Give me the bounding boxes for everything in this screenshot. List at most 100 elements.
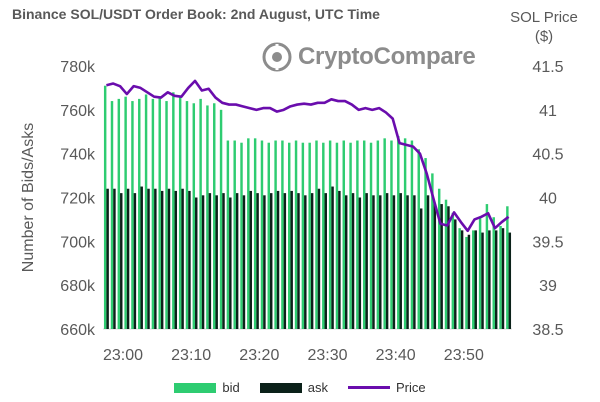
bid-bar <box>437 188 441 329</box>
legend-item-bid: bid <box>174 380 240 395</box>
bid-bar <box>103 85 107 329</box>
ask-bar <box>106 188 109 329</box>
bid-bar <box>144 94 148 330</box>
ask-bar <box>494 230 498 330</box>
ask-bar <box>481 232 484 329</box>
bid-bar <box>390 140 393 329</box>
price-line <box>106 79 510 233</box>
ask-bar <box>126 188 130 329</box>
ask-bar <box>160 190 164 329</box>
ask-bar <box>454 219 457 329</box>
bid-bar <box>165 101 168 329</box>
cryptocompare-logo-icon <box>262 42 292 72</box>
y-tick-label: 740k <box>60 147 96 164</box>
ask-bar <box>304 195 307 329</box>
ask-bar <box>447 206 450 329</box>
bid-bar <box>458 228 461 329</box>
bid-bar <box>376 140 380 329</box>
y-axis-title: Number of Bids/Asks <box>20 123 37 272</box>
bid-bar <box>226 140 230 329</box>
bid-bar <box>213 103 216 329</box>
bid-bar <box>397 136 400 329</box>
ask-bar <box>406 195 409 329</box>
ask-bar <box>488 230 491 330</box>
right-axis-title-line2: ($) <box>534 28 554 45</box>
bid-bar <box>301 142 305 329</box>
x-tick-label: 23:00 <box>103 347 143 364</box>
bid-bar <box>206 105 209 329</box>
bid-bar <box>383 138 386 329</box>
ask-bar <box>399 193 402 329</box>
legend-swatch-bid <box>174 382 217 393</box>
bid-bar <box>478 217 482 329</box>
ask-bar <box>140 186 143 329</box>
bid-bar <box>369 142 373 329</box>
ask-bar <box>113 188 116 329</box>
bid-bar <box>131 101 134 329</box>
ask-bar <box>181 188 184 329</box>
legend-swatch-price <box>347 386 390 389</box>
ask-bar <box>290 190 293 329</box>
legend-label-price: Price <box>395 380 426 395</box>
ask-bar <box>379 195 382 329</box>
bid-bar <box>117 98 121 330</box>
bid-bar <box>260 140 264 329</box>
bid-bar <box>322 142 325 329</box>
legend-swatch-ask <box>259 382 302 393</box>
ask-bar <box>310 193 314 329</box>
y2-tick-label: 38.5 <box>532 322 563 339</box>
y2-tick-label: 40.5 <box>532 147 563 164</box>
bid-bar <box>315 140 318 329</box>
y-tick-label: 780k <box>60 59 96 76</box>
bid-bar <box>288 142 291 329</box>
legend-label-bid: bid <box>222 380 240 395</box>
y2-tick-label: 39 <box>539 278 557 295</box>
y-tick-label: 680k <box>60 278 96 295</box>
legend-item-price: Price <box>347 380 426 395</box>
ask-bar <box>222 193 225 329</box>
ask-bar <box>276 190 280 329</box>
ask-bar <box>419 208 423 329</box>
ask-bar <box>188 190 191 329</box>
bid-bar <box>185 101 189 329</box>
x-tick-label: 23:20 <box>239 347 279 364</box>
bid-bar <box>335 142 339 329</box>
ask-bar <box>263 195 266 329</box>
ask-bar <box>392 195 396 329</box>
ask-bar <box>208 193 212 329</box>
bid-bar <box>247 138 250 329</box>
chart-title: Binance SOL/USDT Order Book: 2nd August,… <box>12 6 380 22</box>
ask-bar <box>229 197 232 329</box>
bid-bar <box>308 142 311 329</box>
ask-bar <box>249 190 253 329</box>
ask-bar <box>508 232 512 329</box>
bid-bar <box>506 206 509 329</box>
bid-bar <box>328 140 332 329</box>
bid-bar <box>342 140 345 329</box>
bid-bar <box>356 140 359 329</box>
ask-bar <box>297 193 300 329</box>
ask-bar <box>133 193 137 329</box>
y2-tick-label: 41 <box>539 103 557 120</box>
y-tick-label: 760k <box>60 103 96 120</box>
y-tick-label: 700k <box>60 234 96 251</box>
bid-bar <box>444 199 448 329</box>
bid-bar <box>492 217 495 329</box>
ask-bar <box>174 190 178 329</box>
bid-bar <box>403 138 407 329</box>
bid-bar <box>151 98 155 330</box>
ask-bar <box>351 193 355 329</box>
bid-bar <box>431 173 434 329</box>
bid-bar <box>424 158 427 329</box>
bid-bar <box>178 96 182 330</box>
bid-bar <box>465 236 468 329</box>
ask-bar <box>385 193 389 329</box>
legend: bid ask Price <box>0 380 600 395</box>
ask-bar <box>426 195 430 329</box>
bid-bar <box>281 140 284 329</box>
ask-bar <box>120 193 123 329</box>
legend-item-ask: ask <box>259 380 328 395</box>
ask-bar <box>501 228 505 329</box>
x-tick-label: 23:50 <box>444 347 484 364</box>
y-tick-label: 720k <box>60 191 96 208</box>
